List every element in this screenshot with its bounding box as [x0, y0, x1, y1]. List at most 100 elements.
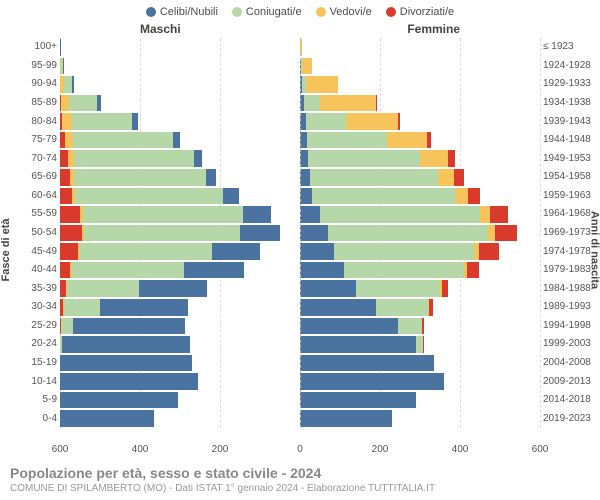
segment-divorced [468, 188, 480, 205]
female-bar [300, 225, 540, 242]
segment-single [132, 113, 138, 130]
male-bar [60, 95, 300, 112]
segment-married [320, 206, 480, 223]
segment-widowed [302, 58, 312, 75]
segment-married [69, 95, 97, 112]
female-bar [300, 132, 540, 149]
segment-divorced [448, 150, 455, 167]
male-bar [60, 336, 300, 353]
segment-single [223, 188, 239, 205]
male-bar [60, 318, 300, 335]
segment-divorced [427, 132, 431, 149]
yaxis-left-title: Fasce di età [0, 219, 12, 282]
chart-title: Popolazione per età, sesso e stato civil… [10, 465, 590, 481]
male-bar [60, 355, 300, 372]
male-bar [60, 58, 300, 75]
segment-married [72, 262, 184, 279]
gender-labels: Maschi Femmine [60, 22, 540, 36]
legend-swatch [232, 7, 242, 17]
segment-divorced [429, 299, 433, 316]
segment-married [344, 262, 464, 279]
segment-married [334, 243, 474, 260]
male-bar [60, 76, 300, 93]
xtick: 600 [52, 444, 69, 455]
segment-single [300, 355, 434, 372]
xtick: 600 [532, 444, 549, 455]
segment-single [184, 262, 244, 279]
segment-single [173, 132, 180, 149]
segment-widowed [420, 150, 448, 167]
female-bar [300, 392, 540, 409]
male-bar [60, 188, 300, 205]
segment-married [80, 243, 212, 260]
segment-single [240, 225, 280, 242]
segment-married [308, 150, 420, 167]
segment-single [300, 280, 356, 297]
segment-widowed [61, 95, 69, 112]
segment-single [300, 318, 398, 335]
female-bar [300, 410, 540, 427]
segment-widowed [65, 132, 73, 149]
bars [60, 38, 540, 428]
xtick: 0 [297, 444, 303, 455]
segment-widowed [320, 95, 376, 112]
segment-divorced [442, 280, 448, 297]
chart-subtitle: COMUNE DI SPILAMBERTO (MO) - Dati ISTAT … [10, 483, 590, 494]
segment-married [74, 169, 206, 186]
female-bar [300, 58, 540, 75]
segment-single [300, 410, 392, 427]
segment-married [416, 336, 423, 353]
segment-divorced [60, 262, 70, 279]
segment-single [300, 225, 328, 242]
segment-divorced [60, 150, 68, 167]
male-bar [60, 150, 300, 167]
segment-single [60, 410, 154, 427]
segment-married [84, 225, 240, 242]
footer: Popolazione per età, sesso e stato civil… [10, 465, 590, 494]
segment-divorced [60, 243, 78, 260]
male-bar [60, 280, 300, 297]
male-bar [60, 243, 300, 260]
segment-widowed [346, 113, 398, 130]
segment-widowed [488, 225, 495, 242]
legend-item: Vedovi/e [316, 6, 372, 18]
segment-widowed [387, 132, 427, 149]
segment-widowed [456, 188, 468, 205]
segment-single [60, 373, 198, 390]
male-bar [60, 410, 300, 427]
segment-divorced [398, 113, 400, 130]
female-bar [300, 262, 540, 279]
male-bar [60, 373, 300, 390]
segment-divorced [60, 188, 72, 205]
segment-single [300, 132, 307, 149]
segment-single [300, 336, 416, 353]
segment-widowed [62, 113, 72, 130]
legend-swatch [386, 7, 396, 17]
segment-married [74, 150, 194, 167]
xtick: 400 [132, 444, 149, 455]
female-bar [300, 206, 540, 223]
female-bar [300, 280, 540, 297]
segment-married [356, 280, 440, 297]
segment-single [63, 58, 64, 75]
segment-divorced [479, 243, 499, 260]
female-bar [300, 336, 540, 353]
segment-divorced [495, 225, 517, 242]
segment-married [306, 113, 346, 130]
segment-single [73, 318, 185, 335]
legend-swatch [146, 7, 156, 17]
segment-single [72, 76, 74, 93]
segment-single [60, 392, 178, 409]
segment-single [97, 95, 101, 112]
segment-widowed [480, 206, 490, 223]
segment-single [100, 299, 188, 316]
segment-single [300, 243, 334, 260]
segment-divorced [454, 169, 464, 186]
segment-divorced [376, 95, 377, 112]
male-label: Maschi [140, 22, 181, 36]
male-bar [60, 392, 300, 409]
female-bar [300, 39, 540, 56]
center-line [300, 38, 301, 428]
legend: Celibi/NubiliConiugati/eVedovi/eDivorzia… [0, 0, 600, 18]
segment-married [72, 113, 132, 130]
